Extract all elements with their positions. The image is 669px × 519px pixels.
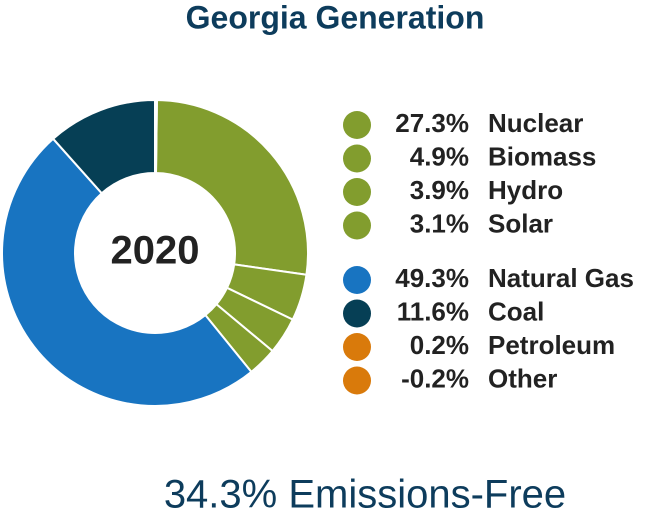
slice bbox=[154, 98, 158, 175]
legend-swatch bbox=[343, 333, 371, 361]
legend-label: Nuclear bbox=[488, 108, 583, 138]
legend-value: 3.9% bbox=[410, 175, 469, 205]
legend-value: 49.3% bbox=[395, 263, 469, 293]
slice bbox=[1, 137, 253, 407]
legend-label: Biomass bbox=[488, 141, 596, 171]
legend-swatch bbox=[343, 111, 371, 139]
legend-swatch bbox=[343, 299, 371, 328]
legend-value: 11.6% bbox=[397, 296, 469, 326]
legend-swatch bbox=[343, 366, 371, 395]
legend-value: 27.3% bbox=[395, 108, 469, 138]
slice bbox=[154, 98, 309, 276]
legend-label: Coal bbox=[488, 296, 544, 326]
legend-label: Other bbox=[488, 363, 557, 393]
footnote: 34.3% Emissions-Free bbox=[164, 473, 566, 517]
legend-label: Natural Gas bbox=[488, 263, 634, 293]
legend-swatch bbox=[343, 211, 371, 240]
legend-value: -0.2% bbox=[401, 363, 469, 393]
center-label: 2020 bbox=[111, 229, 200, 273]
legend-swatch bbox=[343, 144, 371, 173]
legend-value: 3.1% bbox=[410, 208, 469, 238]
legend-value: 4.9% bbox=[410, 141, 469, 171]
legend-label: Petroleum bbox=[488, 330, 615, 360]
chart-title: Georgia Generation bbox=[186, 0, 485, 35]
legend-value: 0.2% bbox=[410, 330, 469, 360]
legend-swatch bbox=[343, 178, 371, 206]
legend-swatch bbox=[343, 266, 371, 294]
legend-label: Hydro bbox=[488, 175, 563, 205]
legend-label: Solar bbox=[488, 208, 553, 238]
